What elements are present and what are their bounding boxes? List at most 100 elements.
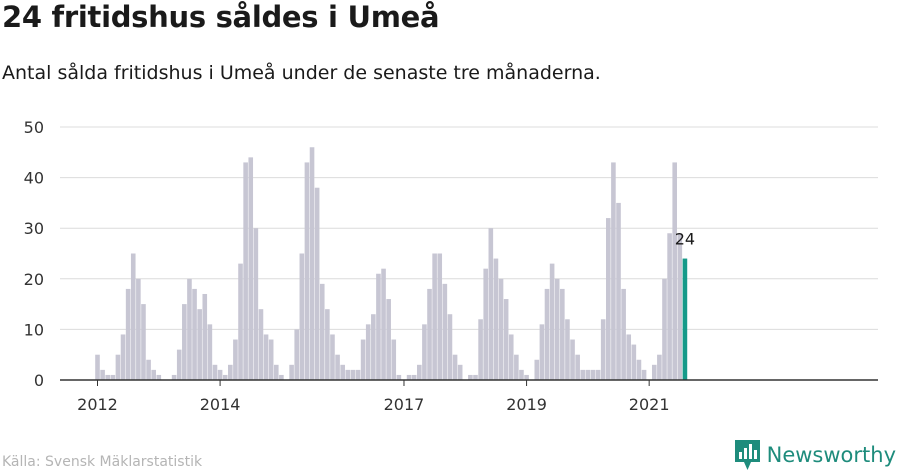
bar — [330, 334, 335, 380]
bar — [483, 268, 489, 380]
bar — [350, 369, 356, 380]
bar — [411, 374, 417, 380]
bar — [600, 319, 606, 380]
bar — [519, 369, 524, 380]
bar — [437, 253, 443, 380]
bar — [508, 334, 514, 380]
highlight-data-label: 24 — [675, 230, 695, 249]
bar — [376, 273, 381, 380]
bar — [447, 314, 453, 380]
bar — [314, 187, 320, 380]
bar — [641, 369, 647, 380]
bar — [151, 369, 156, 380]
bar — [335, 354, 340, 380]
bar — [115, 354, 121, 380]
bar — [427, 288, 432, 380]
bar — [386, 299, 391, 380]
bar — [110, 374, 116, 380]
bar — [130, 253, 136, 380]
x-tick-label: 2021 — [629, 395, 670, 414]
bar — [146, 359, 151, 380]
bar — [273, 364, 279, 380]
bar — [176, 349, 182, 380]
source-note: Källa: Svensk Mäklarstatistik — [2, 454, 203, 470]
bar — [212, 364, 218, 380]
bar — [575, 354, 580, 380]
bar — [488, 228, 494, 380]
brand-name: Newsworthy — [766, 443, 896, 467]
bar — [606, 218, 611, 380]
bar — [182, 304, 187, 380]
bar — [554, 278, 560, 380]
bar — [233, 339, 238, 380]
bar — [524, 374, 529, 380]
chart-subtitle: Antal sålda fritidshus i Umeå under de s… — [2, 62, 601, 84]
bar — [503, 299, 509, 380]
bar — [422, 324, 427, 380]
bar — [243, 162, 248, 380]
bar — [100, 369, 105, 380]
bar — [171, 374, 177, 380]
bar — [192, 288, 197, 380]
bar — [141, 304, 146, 380]
bar — [585, 369, 591, 380]
bar — [514, 354, 519, 380]
bar — [539, 324, 545, 380]
bar — [651, 364, 657, 380]
bar — [565, 319, 570, 380]
bar — [432, 253, 437, 380]
bar — [207, 324, 213, 380]
bar — [222, 374, 228, 380]
bar — [457, 364, 463, 380]
bar — [677, 233, 683, 380]
bar — [371, 314, 376, 380]
bar — [391, 339, 397, 380]
bar — [595, 369, 601, 380]
bar — [611, 162, 616, 380]
bar — [442, 283, 448, 380]
bar — [355, 369, 361, 380]
bar — [248, 157, 254, 380]
x-tick-label: 2019 — [506, 395, 547, 414]
bar — [105, 374, 111, 380]
y-tick-label: 20 — [24, 270, 44, 289]
bar — [197, 309, 202, 380]
bar — [279, 374, 284, 380]
bar — [621, 288, 626, 380]
bar — [570, 339, 575, 380]
bar — [294, 329, 300, 380]
bar — [263, 334, 269, 380]
y-tick-label: 40 — [24, 169, 44, 188]
y-tick-label: 30 — [24, 219, 44, 238]
bar — [253, 228, 259, 380]
bar — [95, 354, 100, 380]
bar — [381, 268, 386, 380]
bar — [304, 162, 310, 380]
x-tick-label: 2012 — [77, 395, 118, 414]
bar — [299, 253, 305, 380]
x-tick-label: 2014 — [200, 395, 241, 414]
bar — [498, 278, 504, 380]
bar — [478, 319, 483, 380]
bar — [534, 359, 540, 380]
bar — [217, 369, 223, 380]
y-tick-label: 50 — [24, 118, 44, 137]
bar — [657, 354, 662, 380]
bar — [580, 369, 586, 380]
bar — [360, 339, 366, 380]
bar — [187, 278, 192, 380]
bar — [228, 364, 233, 380]
bar — [396, 374, 402, 380]
bar — [345, 369, 351, 380]
bar — [125, 288, 131, 380]
bar — [325, 309, 330, 380]
bar — [309, 147, 315, 380]
bar — [590, 369, 596, 380]
bar — [136, 278, 141, 380]
bar — [626, 334, 632, 380]
bar — [238, 263, 243, 380]
bar-highlight — [682, 258, 688, 380]
bar — [120, 334, 126, 380]
bar — [631, 344, 637, 380]
bar — [365, 324, 371, 380]
